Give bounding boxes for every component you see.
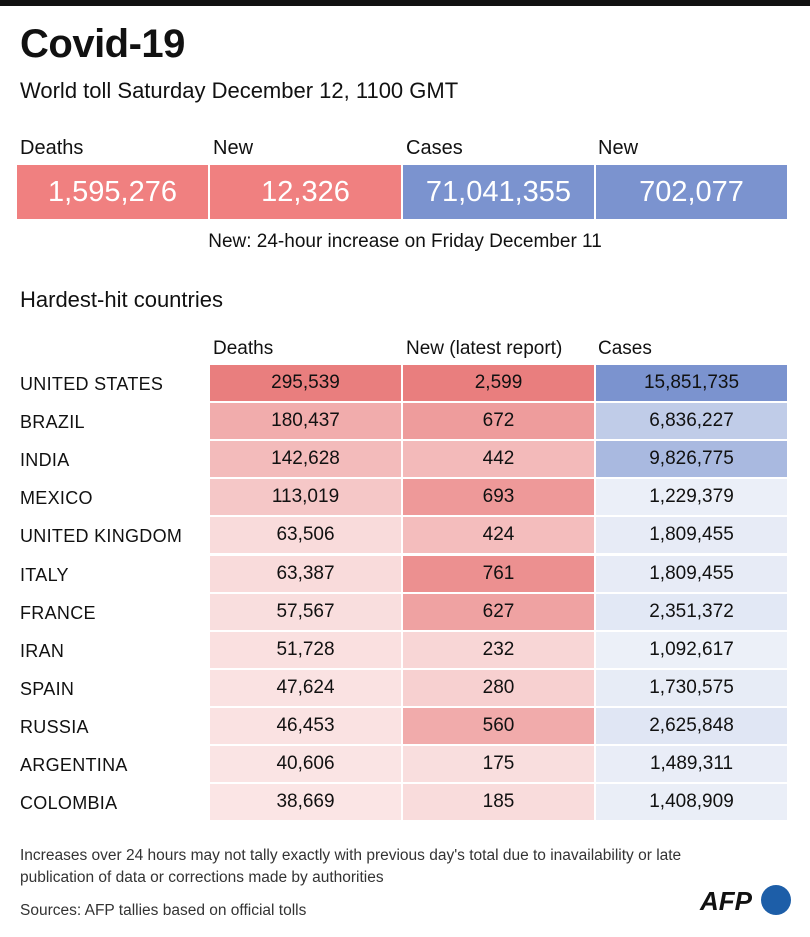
row-label-mexico: MEXICO <box>20 488 93 508</box>
cell-deaths: 40,606 <box>210 746 401 782</box>
top-bar <box>0 0 810 6</box>
page-subtitle: World toll Saturday December 12, 1100 GM… <box>20 78 459 103</box>
summary-label-cases: Cases <box>406 137 463 159</box>
summary-box-cases: 71,041,355 <box>403 165 594 219</box>
row-label-spain: SPAIN <box>20 679 75 699</box>
cell-new: 761 <box>403 556 594 592</box>
section-title: Hardest-hit countries <box>20 287 223 312</box>
row-label-iran: IRAN <box>20 641 65 661</box>
row-label-russia: RUSSIA <box>20 717 89 737</box>
cell-deaths: 38,669 <box>210 784 401 820</box>
cell-new: 175 <box>403 746 594 782</box>
cell-cases: 1,809,455 <box>596 556 787 592</box>
cell-cases: 2,625,848 <box>596 708 787 744</box>
sources-note: Sources: AFP tallies based on official t… <box>20 902 307 919</box>
cell-deaths: 113,019 <box>210 479 401 515</box>
summary-label-deaths: Deaths <box>20 137 84 159</box>
cell-new: 232 <box>403 632 594 668</box>
cell-cases: 1,809,455 <box>596 517 787 553</box>
cell-new: 672 <box>403 403 594 439</box>
cell-new: 424 <box>403 517 594 553</box>
summary-note: New: 24-hour increase on Friday December… <box>208 231 602 252</box>
cell-new: 280 <box>403 670 594 706</box>
cell-deaths: 46,453 <box>210 708 401 744</box>
row-label-india: INDIA <box>20 450 70 470</box>
summary-label-new-deaths: New <box>213 137 254 159</box>
cell-deaths: 57,567 <box>210 594 401 630</box>
cell-cases: 2,351,372 <box>596 594 787 630</box>
cell-deaths: 295,539 <box>210 365 401 401</box>
cell-cases: 9,826,775 <box>596 441 787 477</box>
cell-cases: 6,836,227 <box>596 403 787 439</box>
cell-cases: 15,851,735 <box>596 365 787 401</box>
footnote: Increases over 24 hours may not tally ex… <box>20 847 682 886</box>
cell-deaths: 47,624 <box>210 670 401 706</box>
cell-cases: 1,229,379 <box>596 479 787 515</box>
row-label-italy: ITALY <box>20 565 69 585</box>
cell-cases: 1,730,575 <box>596 670 787 706</box>
summary-box-new-deaths: 12,326 <box>210 165 401 219</box>
row-label-united-states: UNITED STATES <box>20 374 164 394</box>
cell-new: 627 <box>403 594 594 630</box>
cell-new: 560 <box>403 708 594 744</box>
cell-deaths: 180,437 <box>210 403 401 439</box>
cell-new: 185 <box>403 784 594 820</box>
cell-new: 442 <box>403 441 594 477</box>
row-label-united-kingdom: UNITED KINGDOM <box>20 526 183 546</box>
afp-logo-text: AFP <box>699 886 753 916</box>
cell-new: 2,599 <box>403 365 594 401</box>
summary-label-new-cases: New <box>598 137 639 159</box>
afp-logo: AFP <box>699 885 791 916</box>
page-title: Covid-19 <box>20 22 185 66</box>
cell-cases: 1,408,909 <box>596 784 787 820</box>
cell-new: 693 <box>403 479 594 515</box>
afp-logo-dot <box>761 885 791 915</box>
column-header-deaths: Deaths <box>213 338 274 359</box>
row-label-brazil: BRAZIL <box>20 412 85 432</box>
cell-deaths: 63,387 <box>210 556 401 592</box>
column-header-new: New (latest report) <box>406 338 563 359</box>
cell-cases: 1,489,311 <box>596 746 787 782</box>
row-label-france: FRANCE <box>20 603 96 623</box>
row-label-argentina: ARGENTINA <box>20 755 128 775</box>
cell-deaths: 51,728 <box>210 632 401 668</box>
summary-box-new-cases: 702,077 <box>596 165 787 219</box>
row-label-colombia: COLOMBIA <box>20 793 118 813</box>
column-header-cases: Cases <box>598 338 652 359</box>
cell-cases: 1,092,617 <box>596 632 787 668</box>
cell-deaths: 142,628 <box>210 441 401 477</box>
cell-deaths: 63,506 <box>210 517 401 553</box>
summary-box-deaths: 1,595,276 <box>17 165 208 219</box>
